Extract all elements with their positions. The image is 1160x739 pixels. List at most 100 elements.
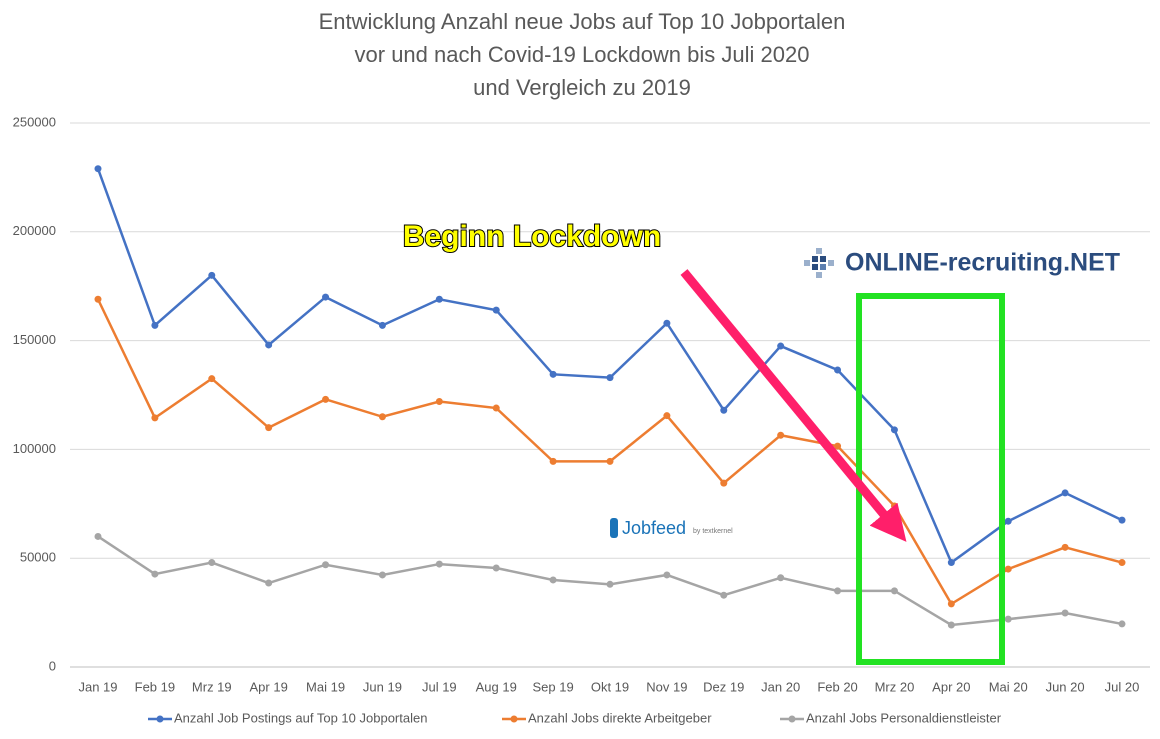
data-point xyxy=(890,587,898,595)
data-point xyxy=(265,424,273,432)
data-point xyxy=(265,341,273,349)
data-point xyxy=(549,576,557,584)
x-tick-label: Jul 20 xyxy=(1105,679,1140,694)
data-point xyxy=(492,306,500,314)
data-point xyxy=(94,165,102,173)
legend-marker xyxy=(788,715,796,723)
data-point xyxy=(777,342,785,350)
data-point xyxy=(1061,489,1069,497)
annotation: Beginn Lockdown xyxy=(403,220,661,253)
logo-text: ONLINE-recruiting.NET xyxy=(845,249,1120,277)
data-point xyxy=(151,321,159,329)
data-point xyxy=(549,457,557,465)
data-point xyxy=(834,442,842,450)
x-tick-label: Jun 19 xyxy=(363,679,402,694)
x-tick-label: Dez 19 xyxy=(703,679,744,694)
x-tick-label: Jan 20 xyxy=(761,679,800,694)
data-point xyxy=(435,295,443,303)
y-tick-label: 0 xyxy=(49,658,56,673)
data-point xyxy=(151,570,159,578)
data-point xyxy=(1118,516,1126,524)
x-tick-label: Jul 19 xyxy=(422,679,457,694)
chart-title: Entwicklung Anzahl neue Jobs auf Top 10 … xyxy=(319,9,846,34)
x-tick-label: Mai 20 xyxy=(989,679,1028,694)
data-point xyxy=(549,370,557,378)
x-tick-label: Mai 19 xyxy=(306,679,345,694)
data-point xyxy=(435,398,443,406)
data-point xyxy=(947,600,955,608)
data-point xyxy=(1118,559,1126,567)
y-tick-label: 250000 xyxy=(13,114,56,129)
data-point xyxy=(208,375,216,383)
data-point xyxy=(492,564,500,572)
x-tick-label: Jun 20 xyxy=(1046,679,1085,694)
data-point xyxy=(606,580,614,588)
grid xyxy=(70,122,1150,668)
x-tick-label: Feb 19 xyxy=(135,679,175,694)
y-tick-label: 150000 xyxy=(13,332,56,347)
data-point xyxy=(720,591,728,599)
y-tick-label: 50000 xyxy=(20,550,56,565)
y-tick-label: 100000 xyxy=(13,441,56,456)
data-point xyxy=(151,414,159,422)
data-point xyxy=(378,321,386,329)
data-point xyxy=(834,587,842,595)
data-point xyxy=(720,406,728,414)
data-point xyxy=(208,559,216,567)
data-point xyxy=(947,621,955,629)
legend-label: Anzahl Jobs direkte Arbeitgeber xyxy=(528,710,712,725)
y-tick-label: 200000 xyxy=(13,223,56,238)
data-point xyxy=(834,366,842,374)
data-point xyxy=(322,395,330,403)
data-point xyxy=(94,532,102,540)
data-point xyxy=(378,571,386,579)
legend-label: Anzahl Job Postings auf Top 10 Jobportal… xyxy=(174,710,427,725)
data-point xyxy=(720,479,728,487)
arrow xyxy=(680,269,907,542)
x-tick-label: Mrz 20 xyxy=(875,679,915,694)
data-point xyxy=(492,404,500,412)
data-point xyxy=(663,412,671,420)
data-point xyxy=(777,574,785,582)
data-point xyxy=(208,271,216,279)
data-point xyxy=(1004,517,1012,525)
x-tick-label: Okt 19 xyxy=(591,679,629,694)
x-tick-label: Sep 19 xyxy=(533,679,574,694)
data-point xyxy=(890,426,898,434)
jobfeed-icon xyxy=(610,518,618,538)
legend-marker xyxy=(510,715,518,723)
x-tick-label: Apr 19 xyxy=(250,679,288,694)
x-tick-label: Aug 19 xyxy=(476,679,517,694)
data-point xyxy=(1061,543,1069,551)
chart-title: vor und nach Covid-19 Lockdown bis Juli … xyxy=(355,42,810,67)
data-point xyxy=(606,457,614,465)
data-point xyxy=(435,560,443,568)
logo-text: Jobfeed xyxy=(622,518,686,538)
series-lines xyxy=(94,165,1126,629)
data-point xyxy=(1061,609,1069,617)
data-point xyxy=(322,293,330,301)
data-point xyxy=(322,561,330,569)
data-point xyxy=(1004,615,1012,623)
highlight-box xyxy=(856,293,1005,665)
x-tick-label: Feb 20 xyxy=(817,679,857,694)
chart-title: und Vergleich zu 2019 xyxy=(473,75,691,100)
x-tick-label: Mrz 19 xyxy=(192,679,232,694)
data-point xyxy=(265,579,273,587)
x-tick-label: Apr 20 xyxy=(932,679,970,694)
data-point xyxy=(777,431,785,439)
data-point xyxy=(1004,565,1012,573)
data-point xyxy=(94,295,102,303)
logo-text: by textkernel xyxy=(693,528,733,535)
data-point xyxy=(890,502,898,510)
data-point xyxy=(606,374,614,382)
data-point xyxy=(947,559,955,567)
data-point xyxy=(663,571,671,579)
x-tick-label: Nov 19 xyxy=(646,679,687,694)
data-point xyxy=(1118,620,1126,628)
data-point xyxy=(378,413,386,421)
logo-icon xyxy=(804,248,834,278)
x-tick-label: Jan 19 xyxy=(78,679,117,694)
data-point xyxy=(663,319,671,327)
